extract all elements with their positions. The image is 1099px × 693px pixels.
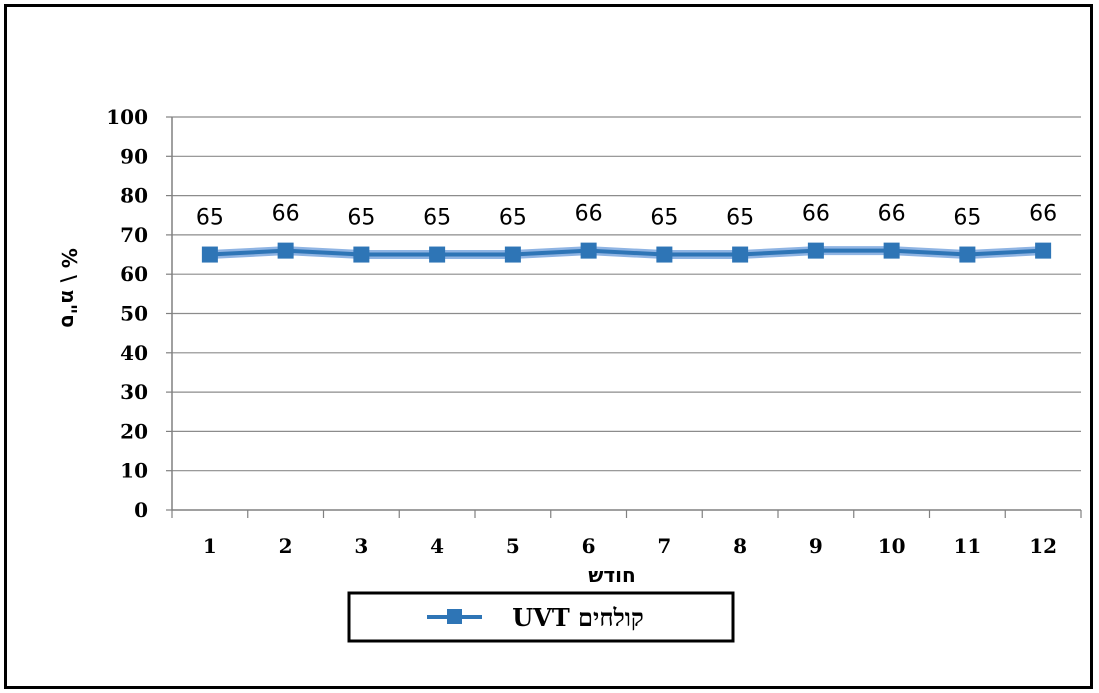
y-tick-label-80: 80 [120, 184, 148, 208]
y-tick-label-70: 70 [120, 223, 148, 247]
x-tick-label-9: 9 [809, 534, 823, 558]
data-point-8 [732, 246, 749, 263]
x-tick-label-5: 5 [506, 534, 520, 558]
legend-marker-swatch [447, 609, 462, 624]
x-tick-label-8: 8 [733, 534, 747, 558]
x-tick-label-12: 12 [1029, 534, 1057, 558]
data-point-10 [883, 242, 900, 259]
y-tick-label-100: 100 [106, 105, 148, 129]
data-label-7: 65 [650, 206, 678, 231]
data-point-3 [353, 246, 370, 263]
data-label-1: 65 [196, 206, 224, 231]
series-uvt [201, 242, 1052, 263]
x-tick-label-10: 10 [878, 534, 906, 558]
y-tick-label-10: 10 [120, 459, 148, 483]
x-axis-title: חודש [588, 563, 636, 587]
data-label-8: 65 [726, 206, 754, 231]
data-point-11 [959, 246, 976, 263]
data-label-3: 65 [347, 206, 375, 231]
y-tick-label-60: 60 [120, 262, 148, 286]
data-point-9 [807, 242, 824, 259]
y-tick-label-50: 50 [120, 302, 148, 326]
x-tick-label-6: 6 [582, 534, 596, 558]
x-tick-label-11: 11 [953, 534, 981, 558]
gridlines [172, 116, 1081, 472]
x-tick-label-7: 7 [657, 534, 671, 558]
data-label-12: 66 [1029, 202, 1057, 227]
x-tick-label-2: 2 [279, 534, 293, 558]
data-label-9: 66 [802, 202, 830, 227]
data-point-7 [656, 246, 673, 263]
data-point-12 [1035, 242, 1052, 259]
data-label-11: 65 [953, 206, 981, 231]
data-labels: 65 66 65 65 65 66 65 65 66 66 65 66 [196, 202, 1057, 231]
x-tick-label-3: 3 [354, 534, 368, 558]
series-line [209, 248, 1044, 257]
legend-label: קולחים UVT [512, 603, 643, 632]
y-tick-label-0: 0 [134, 498, 148, 522]
legend: קולחים UVT [347, 591, 735, 643]
data-label-5: 65 [499, 206, 527, 231]
chart-frame [4, 4, 1093, 689]
data-point-1 [201, 246, 218, 263]
x-tick-label-1: 1 [203, 534, 217, 558]
data-point-5 [504, 246, 521, 263]
data-point-6 [580, 242, 597, 259]
data-point-2 [277, 242, 294, 259]
y-tick-label-30: 30 [120, 380, 148, 404]
data-label-10: 66 [878, 202, 906, 227]
data-label-4: 65 [423, 206, 451, 231]
data-label-2: 66 [272, 202, 300, 227]
y-tick-label-40: 40 [120, 341, 148, 365]
y-tick-label-20: 20 [120, 419, 148, 443]
data-point-4 [429, 246, 446, 263]
x-axis-ticks: 1 2 3 4 5 6 7 8 9 10 11 12 [171, 510, 1082, 558]
legend-box [347, 591, 735, 643]
data-label-6: 66 [575, 202, 603, 227]
x-tick-label-4: 4 [430, 534, 444, 558]
y-tick-label-90: 90 [120, 144, 148, 168]
y-axis-ticks: 0 10 20 30 40 50 60 70 80 90 100 [106, 105, 172, 522]
y-axis-title: % \ ס"מ [57, 248, 81, 328]
